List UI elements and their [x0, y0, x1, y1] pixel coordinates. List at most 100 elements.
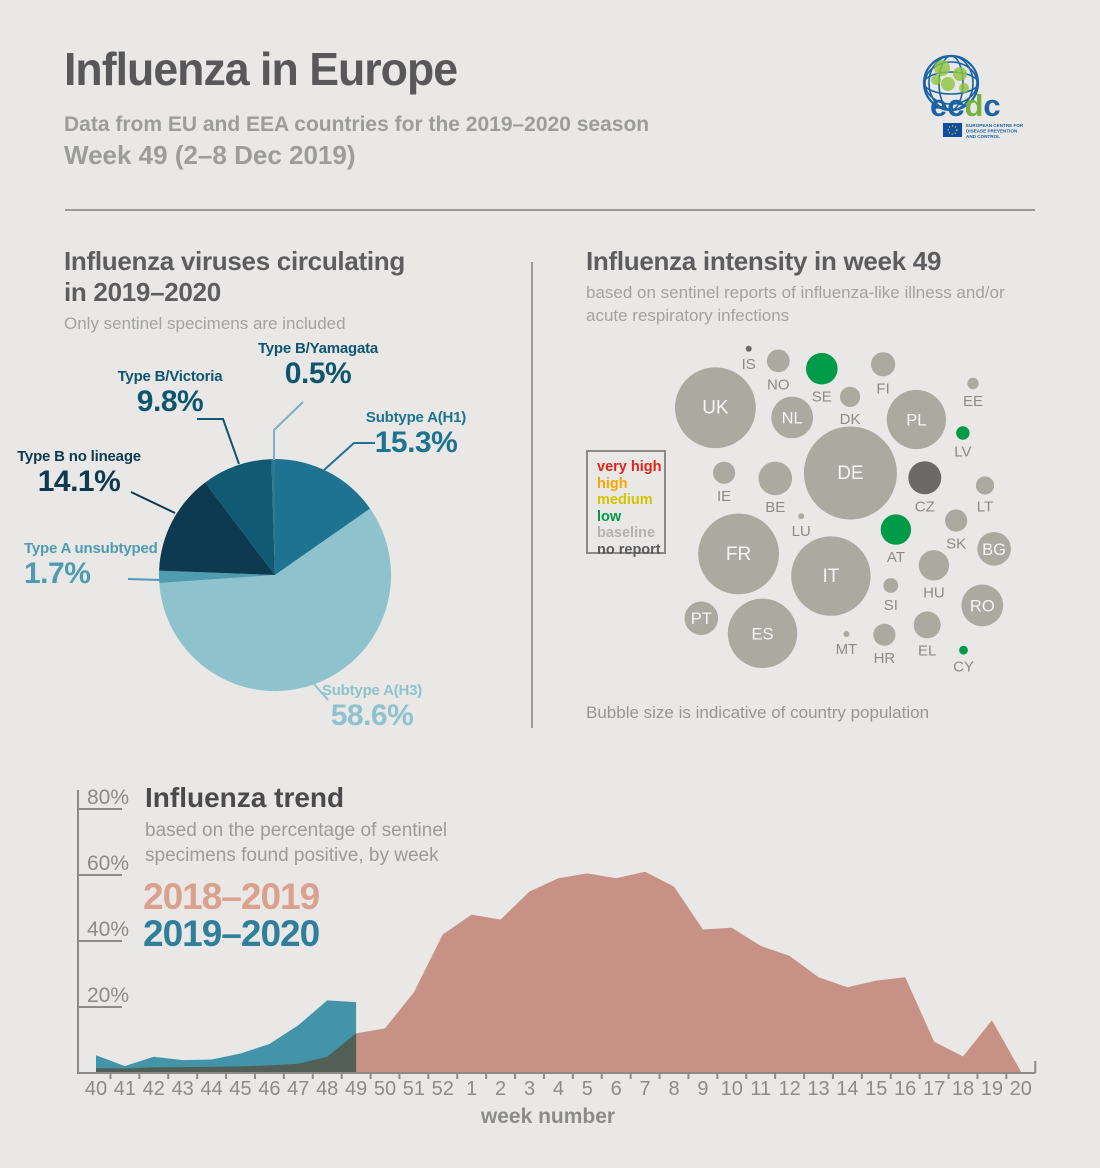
- bubble-label-cy: CY: [953, 659, 974, 676]
- bubble-label-de: DE: [837, 463, 863, 484]
- bubble-country-nl: [771, 396, 814, 439]
- x-label-week-3: 3: [524, 1078, 535, 1100]
- legend-2018-2019: 2018–2019: [143, 876, 320, 917]
- x-label-week-9: 9: [697, 1078, 708, 1100]
- bubble-country-fi: [871, 352, 896, 377]
- pie-segment-name: Type B/Victoria: [117, 368, 223, 385]
- y-tick-label-60: 60%: [87, 852, 129, 875]
- pie-leader-type-b-yamagata: [273, 401, 304, 460]
- x-label-week-2: 2: [495, 1078, 506, 1100]
- bubble-label-se: SE: [812, 389, 832, 406]
- y-tick-label-20: 20%: [87, 984, 129, 1007]
- intensity-section-title: Influenza intensity in week 49: [586, 246, 942, 276]
- bubble-country-lt: [975, 476, 995, 495]
- bubble-country-pt: [684, 601, 719, 635]
- bubble-label-es: ES: [751, 625, 773, 643]
- y-tick-label-80: 80%: [87, 786, 129, 809]
- bubble-country-bg: [977, 532, 1011, 566]
- bubble-country-it: [791, 536, 871, 616]
- bubble-country-si: [883, 578, 899, 593]
- svg-text:EUROPEAN CENTRE FOR: EUROPEAN CENTRE FOR: [966, 123, 1024, 128]
- x-label-week-43: 43: [172, 1078, 194, 1100]
- bubble-country-pl: [886, 389, 946, 450]
- logo-caption: EUROPEAN CENTRE FOR DISEASE PREVENTION A…: [966, 123, 1024, 139]
- legend-item-low: low: [597, 508, 622, 525]
- bubble-country-at: [880, 514, 912, 545]
- bubble-country-be: [758, 461, 793, 496]
- pie-label-type-a-unsubtyped: Type A unsubtyped 1.7%: [24, 541, 184, 589]
- x-label-week-19: 19: [981, 1078, 1003, 1100]
- x-label-week-10: 10: [721, 1078, 743, 1100]
- x-label-week-50: 50: [374, 1078, 396, 1100]
- bubble-country-lu: [798, 513, 805, 520]
- bubble-label-at: AT: [887, 549, 905, 566]
- legend-item-no-report: no report: [597, 541, 661, 558]
- trend-area-overlap: [96, 1033, 357, 1073]
- bubble-label-sk: SK: [946, 536, 966, 553]
- legend-item-high: high: [597, 475, 628, 492]
- pie-slice-subtype-a-h3: [159, 508, 392, 692]
- x-label-week-5: 5: [582, 1078, 593, 1100]
- ecdc-wordmark: ecdc: [930, 88, 1001, 123]
- x-label-week-51: 51: [403, 1078, 425, 1100]
- x-label-week-8: 8: [668, 1078, 679, 1100]
- bubble-country-uk: [675, 367, 756, 449]
- pie-slice-type-b-victoria: [205, 459, 275, 575]
- bubble-label-no: NO: [767, 376, 790, 393]
- bubble-label-uk: UK: [702, 398, 729, 419]
- bubble-label-be: BE: [765, 499, 785, 516]
- column-divider: [531, 262, 533, 728]
- x-label-week-13: 13: [807, 1078, 829, 1100]
- bubble-country-no: [766, 349, 790, 373]
- x-label-week-6: 6: [611, 1078, 622, 1100]
- x-label-week-11: 11: [750, 1078, 771, 1100]
- trend-area-2018-2019: [96, 871, 1021, 1073]
- trend-axes: [77, 790, 1036, 1074]
- bubble-label-mt: MT: [836, 641, 858, 658]
- x-label-week-42: 42: [143, 1078, 165, 1100]
- x-label-week-12: 12: [778, 1078, 800, 1100]
- legend-item-baseline: baseline: [597, 525, 656, 541]
- pie-slice-type-a-unsubtyped: [159, 570, 275, 583]
- x-label-week-14: 14: [836, 1078, 858, 1100]
- bubble-label-lt: LT: [977, 499, 993, 516]
- pie-label-subtype-a-h1: Subtype A(H1) 15.3%: [346, 410, 486, 458]
- pie-segment-name: Type B no lineage: [17, 448, 141, 465]
- bubble-country-ie: [713, 461, 736, 484]
- bubble-label-ro: RO: [970, 597, 995, 615]
- x-label-week-47: 47: [287, 1078, 309, 1100]
- legend-2019-2020: 2019–2020: [143, 913, 320, 954]
- virus-section-subtitle: Only sentinel specimens are included: [64, 314, 346, 333]
- bubble-country-mt: [843, 631, 850, 637]
- bubble-country-de: [803, 426, 897, 520]
- trend-area-2019-2020: [96, 1000, 357, 1073]
- x-label-week-1: 1: [466, 1078, 477, 1100]
- ecdc-logo: ecdc EUROPEAN CENTRE FOR DISEASE PREVENT…: [922, 54, 1024, 139]
- page-title: Influenza in Europe: [64, 43, 458, 95]
- bubble-label-it: IT: [822, 566, 839, 587]
- pie-segment-value: 1.7%: [24, 557, 91, 590]
- bubble-label-fr: FR: [726, 544, 751, 565]
- page-subtitle: Data from EU and EEA countries for the 2…: [64, 113, 650, 136]
- pie-slice-type-b-no-lineage: [159, 482, 275, 575]
- bubble-label-hr: HR: [874, 650, 896, 667]
- bubble-country-es: [727, 598, 798, 668]
- x-label-week-4: 4: [553, 1078, 564, 1100]
- trend-title: Influenza trend: [145, 782, 345, 813]
- pie-segment-value: 9.8%: [136, 385, 204, 418]
- x-label-week-46: 46: [258, 1078, 280, 1100]
- x-label-week-49: 49: [345, 1078, 367, 1100]
- pie-segment-value: 14.1%: [37, 465, 121, 498]
- bubble-label-lu: LU: [792, 523, 811, 540]
- svg-text:AND CONTROL: AND CONTROL: [966, 134, 1000, 139]
- pie-leader-type-b-victoria: [197, 418, 240, 465]
- pie-segment-name: Type A unsubtyped: [24, 540, 158, 557]
- x-label-week-15: 15: [865, 1078, 887, 1100]
- bubble-country-is: [745, 345, 752, 352]
- virus-section-title: Influenza viruses circulating in 2019–20…: [64, 246, 405, 307]
- bubble-label-nl: NL: [782, 410, 803, 428]
- bubble-country-ee: [967, 377, 979, 390]
- x-label-week-41: 41: [114, 1078, 136, 1100]
- intensity-section-subtitle: based on sentinel reports of influenza-l…: [586, 283, 1005, 325]
